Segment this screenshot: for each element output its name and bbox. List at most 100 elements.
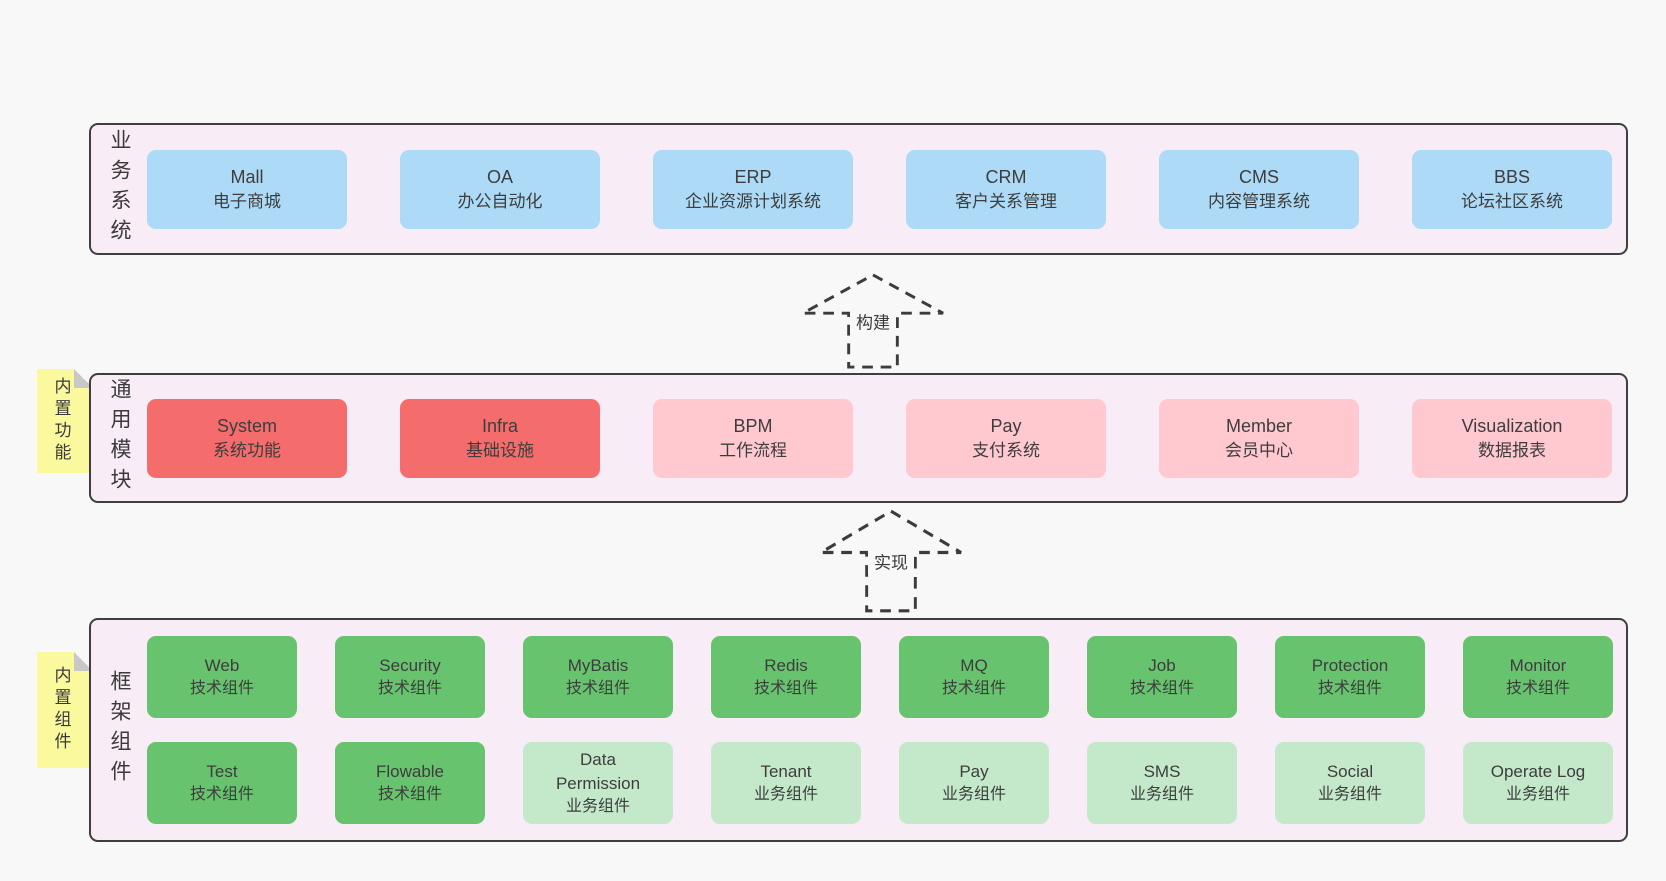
module-box-social: Social 业务组件 xyxy=(1275,742,1425,824)
module-subtitle: 数据报表 xyxy=(1478,440,1546,460)
module-title: Redis xyxy=(764,655,808,675)
module-title: Member xyxy=(1225,415,1292,436)
module-title: MyBatis xyxy=(567,655,629,675)
sticky-note-label: 内置组件 xyxy=(51,666,71,754)
module-subtitle: 业务组件 xyxy=(753,785,818,803)
sticky-note-built-in-features: 内置功能 xyxy=(37,369,93,473)
box-row: Mall 电子商城 OA 办公自动化 ERP 企业资源计划系统 CRM 客户关系管理 CMS 内容… xyxy=(147,149,1612,229)
module-title: SMS xyxy=(1143,761,1181,781)
module-box-monitor: Monitor 技术组件 xyxy=(1463,636,1613,718)
module-box-protection: Protection 技术组件 xyxy=(1275,636,1425,718)
module-title: Pay xyxy=(990,415,1022,436)
module-subtitle: 业务组件 xyxy=(1129,785,1194,803)
module-subtitle: 内容管理系统 xyxy=(1208,191,1310,211)
module-box-security: Security 技术组件 xyxy=(335,636,485,718)
folded-corner xyxy=(74,369,93,388)
module-box-mall: Mall 电子商城 xyxy=(147,149,347,229)
layer-business-systems: 业务系统 Mall 电子商城 OA 办公自动化 ERP 企业资源计划系统 CRM 客户关系管理… xyxy=(89,123,1628,255)
module-title: Pay xyxy=(959,761,989,781)
module-title: Web xyxy=(204,655,240,675)
module-title: BPM xyxy=(733,415,773,436)
dashed-up-arrow-build: 构建 xyxy=(800,272,946,370)
module-box-mybatis: MyBatis 技术组件 xyxy=(523,636,673,718)
module-title: MQ xyxy=(960,655,988,675)
box-row: Web 技术组件 Security 技术组件 MyBatis 技术组件 Redis 技术组件 M… xyxy=(147,636,1613,718)
module-subtitle: 技术组件 xyxy=(1129,679,1194,697)
module-subtitle: 技术组件 xyxy=(941,679,1006,697)
module-box-web: Web 技术组件 xyxy=(147,636,297,718)
up-arrow-icon xyxy=(820,509,962,613)
module-title: Test xyxy=(206,761,238,781)
module-box-cms: CMS 内容管理系统 xyxy=(1159,149,1359,229)
module-box-flowable: Flowable 技术组件 xyxy=(335,742,485,824)
module-title: Tenant xyxy=(760,761,812,781)
layer-common-modules: 通用模块 System 系统功能 Infra 基础设施 BPM 工作流程 Pay 支付系统 Me… xyxy=(89,373,1628,503)
module-box-data-permission: Data Permission 业务组件 xyxy=(523,742,673,824)
module-subtitle: 工作流程 xyxy=(719,440,787,460)
box-row: System 系统功能 Infra 基础设施 BPM 工作流程 Pay 支付系统 Member 会… xyxy=(147,398,1612,478)
module-subtitle: 办公自动化 xyxy=(457,191,543,211)
module-box-erp: ERP 企业资源计划系统 xyxy=(653,149,853,229)
module-subtitle: 技术组件 xyxy=(1505,679,1570,697)
module-box-infra: Infra 基础设施 xyxy=(400,398,600,478)
module-subtitle: 业务组件 xyxy=(565,797,630,815)
arrow-label-implement: 实现 xyxy=(868,547,914,575)
layer-label-common-modules: 通用模块 xyxy=(108,378,131,498)
layer-framework-components: 框架组件 Web 技术组件 Security 技术组件 MyBatis 技术组件 Redis… xyxy=(89,618,1628,842)
module-title: Flowable xyxy=(375,761,445,781)
module-subtitle: 论坛社区系统 xyxy=(1461,191,1563,211)
module-box-mq: MQ 技术组件 xyxy=(899,636,1049,718)
module-title: Monitor xyxy=(1509,655,1567,675)
module-box-visualization: Visualization 数据报表 xyxy=(1412,398,1612,478)
module-subtitle: 支付系统 xyxy=(972,440,1040,460)
module-subtitle: 技术组件 xyxy=(1317,679,1382,697)
module-box-system: System 系统功能 xyxy=(147,398,347,478)
module-box-member: Member 会员中心 xyxy=(1159,398,1359,478)
folded-corner xyxy=(74,652,93,671)
module-subtitle: 电子商城 xyxy=(213,191,281,211)
module-box-pay: Pay 支付系统 xyxy=(906,398,1106,478)
module-title: Mall xyxy=(230,166,264,187)
module-subtitle: 技术组件 xyxy=(189,785,254,803)
module-title: Protection xyxy=(1311,655,1389,675)
sticky-note-built-in-components: 内置组件 xyxy=(37,652,93,768)
module-subtitle: 基础设施 xyxy=(466,440,534,460)
module-subtitle: 系统功能 xyxy=(213,440,281,460)
sticky-note-label: 内置功能 xyxy=(51,377,71,465)
up-arrow-icon xyxy=(802,273,944,369)
module-title: Visualization xyxy=(1461,415,1563,436)
module-box-crm: CRM 客户关系管理 xyxy=(906,149,1106,229)
module-title: Operate Log xyxy=(1490,761,1586,781)
module-title: CRM xyxy=(985,166,1027,187)
module-subtitle: 技术组件 xyxy=(753,679,818,697)
module-box-redis: Redis 技术组件 xyxy=(711,636,861,718)
module-box-job: Job 技术组件 xyxy=(1087,636,1237,718)
module-box-sms: SMS 业务组件 xyxy=(1087,742,1237,824)
module-box-tenant: Tenant 业务组件 xyxy=(711,742,861,824)
module-title: Job xyxy=(1148,655,1176,675)
module-title: Social xyxy=(1326,761,1374,781)
box-row: Test 技术组件 Flowable 技术组件 Data Permission 业务组件 T… xyxy=(147,742,1613,824)
module-box-operate-log: Operate Log 业务组件 xyxy=(1463,742,1613,824)
module-title: OA xyxy=(486,166,513,187)
module-box-bbs: BBS 论坛社区系统 xyxy=(1412,149,1612,229)
module-box-test: Test 技术组件 xyxy=(147,742,297,824)
module-subtitle: 业务组件 xyxy=(1317,785,1382,803)
module-subtitle: 会员中心 xyxy=(1225,440,1293,460)
module-box-bpm: BPM 工作流程 xyxy=(653,398,853,478)
module-subtitle: 业务组件 xyxy=(1505,785,1570,803)
dashed-up-arrow-implement: 实现 xyxy=(818,508,964,614)
common-modules-boxes: System 系统功能 Infra 基础设施 BPM 工作流程 Pay 支付系统 Member 会… xyxy=(147,375,1612,501)
business-systems-boxes: Mall 电子商城 OA 办公自动化 ERP 企业资源计划系统 CRM 客户关系管理 CMS 内容… xyxy=(147,125,1612,253)
module-title: ERP xyxy=(734,166,772,187)
arrow-label-build: 构建 xyxy=(850,307,896,335)
module-title: CMS xyxy=(1239,166,1279,187)
module-title: BBS xyxy=(1493,166,1531,187)
module-box-pay: Pay 业务组件 xyxy=(899,742,1049,824)
framework-components-boxes: Web 技术组件 Security 技术组件 MyBatis 技术组件 Redis 技术组件 M… xyxy=(147,620,1613,840)
module-subtitle: 技术组件 xyxy=(377,679,442,697)
module-subtitle: 技术组件 xyxy=(189,679,254,697)
layer-label-framework-components: 框架组件 xyxy=(108,670,131,790)
module-subtitle: 技术组件 xyxy=(565,679,630,697)
